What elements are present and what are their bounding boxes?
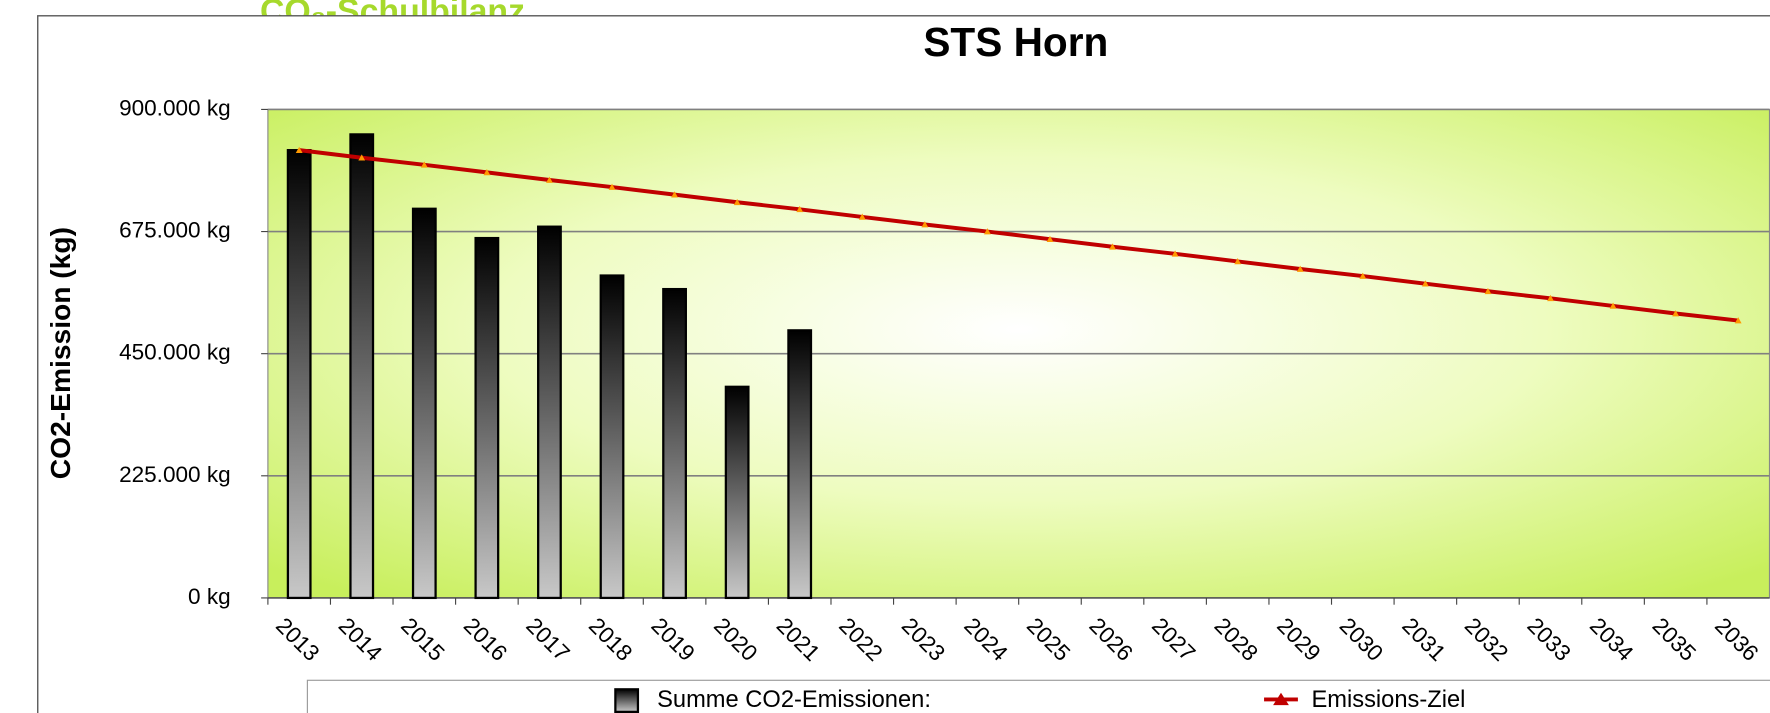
line-marker <box>1046 235 1054 242</box>
line-marker <box>1359 272 1367 279</box>
y-tick-label: 450.000 kg <box>119 340 231 365</box>
line-marker <box>671 191 678 198</box>
legend-box <box>306 679 1770 713</box>
chart-title: STS Horn <box>923 19 1108 65</box>
bar <box>787 329 813 600</box>
legend-swatch <box>614 688 640 713</box>
legend-label: Summe CO2-Emissionen: <box>657 687 931 713</box>
line-marker <box>984 228 991 235</box>
y-tick-label: 225.000 kg <box>119 462 231 487</box>
y-tick-label: 0 kg <box>188 584 231 609</box>
line-marker <box>1171 250 1179 257</box>
bar <box>662 287 687 600</box>
line-marker <box>1672 310 1680 317</box>
line-marker <box>858 213 866 220</box>
line-marker <box>1421 280 1429 287</box>
line-marker <box>1484 287 1492 295</box>
line-marker <box>420 161 428 168</box>
y-tick-label: 900.000 kg <box>119 95 231 120</box>
bar <box>286 149 312 600</box>
legend-marker <box>1273 692 1289 706</box>
line-marker <box>546 176 553 183</box>
line-marker <box>1734 317 1742 324</box>
bar <box>537 225 562 600</box>
line-marker <box>1234 258 1242 265</box>
bar <box>411 207 437 600</box>
line-marker <box>796 205 804 213</box>
line-marker <box>1547 294 1554 302</box>
line-marker <box>608 183 616 190</box>
line-marker <box>483 169 491 176</box>
line-marker <box>295 146 303 153</box>
line-marker <box>358 154 366 161</box>
legend-label: Emissions-Ziel <box>1311 687 1465 713</box>
bar <box>349 133 375 600</box>
line-marker <box>1609 302 1617 309</box>
line-marker <box>733 198 741 206</box>
line-marker <box>921 221 929 228</box>
bar <box>474 236 500 600</box>
y-tick-label: 675.000 kg <box>119 218 231 243</box>
y-axis-label: CO2-Emission (kg) <box>44 227 76 479</box>
line-marker <box>1109 243 1116 250</box>
bar <box>599 274 625 600</box>
bar <box>724 385 750 600</box>
line-marker <box>1296 265 1304 272</box>
target-line <box>298 148 1739 323</box>
